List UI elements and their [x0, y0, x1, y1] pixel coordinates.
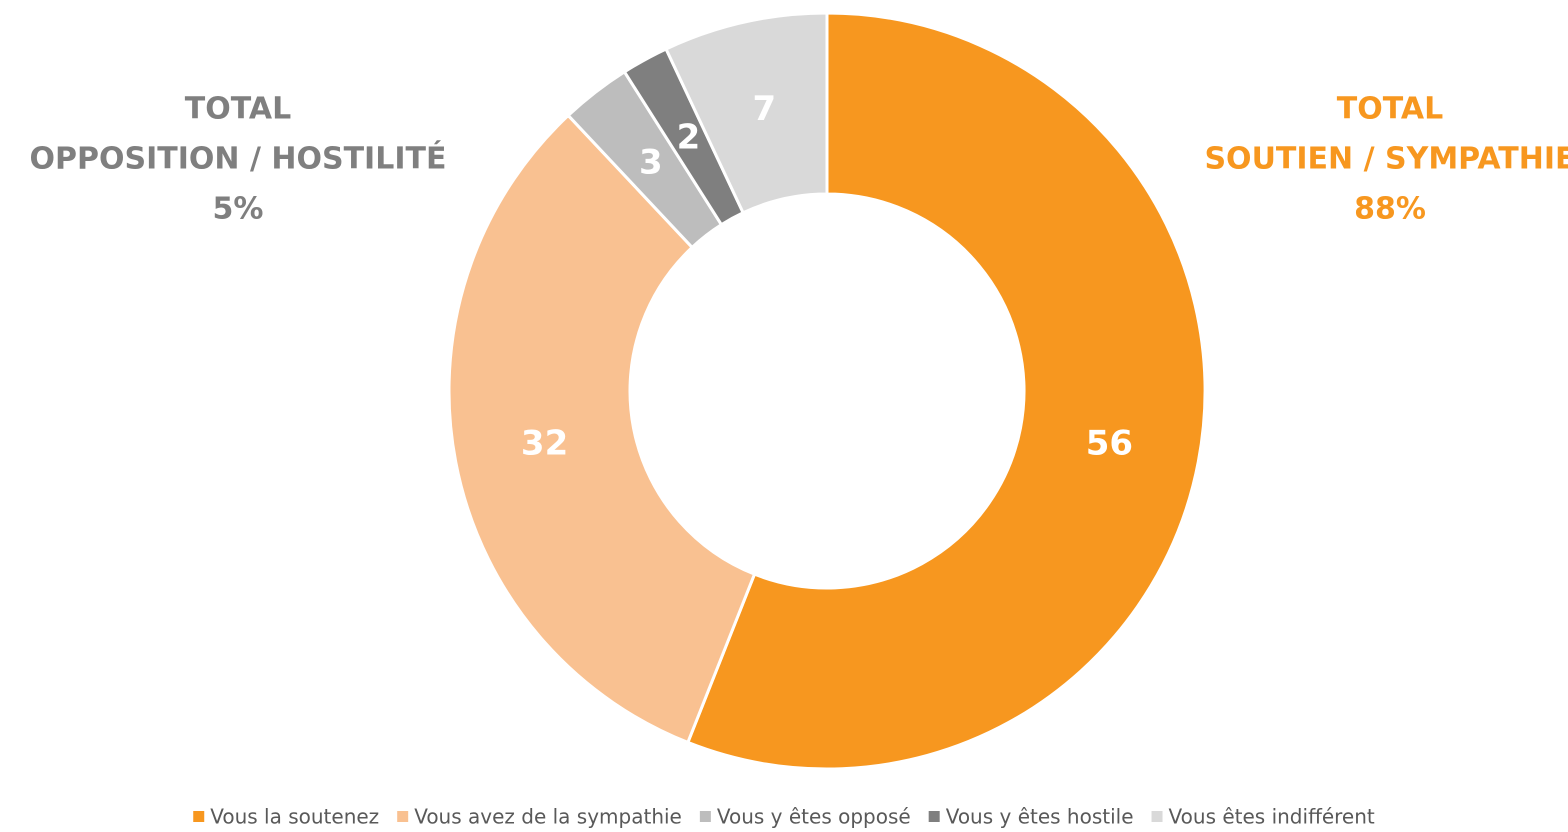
- legend-label: Vous avez de la sympathie: [414, 805, 682, 829]
- annotation: 88%: [1354, 192, 1426, 227]
- data-label: 2: [677, 118, 701, 158]
- legend-swatch: [928, 811, 940, 822]
- data-label: 7: [752, 89, 776, 129]
- annotation: 5%: [213, 192, 264, 227]
- slice: [447, 113, 757, 745]
- annotation: TOTAL: [185, 92, 291, 127]
- data-label: 3: [639, 142, 663, 182]
- annotation: OPPOSITION / HOSTILITÉ: [30, 141, 447, 177]
- slice: [685, 11, 1207, 771]
- legend-swatch: [193, 811, 205, 822]
- annotation: TOTAL: [1337, 92, 1443, 127]
- legend-swatch: [397, 811, 409, 822]
- slice: [664, 11, 829, 215]
- legend-label: Vous y êtes opposé: [717, 805, 911, 829]
- data-label: 32: [521, 423, 568, 463]
- annotation: SOUTIEN / SYMPATHIE: [1204, 142, 1568, 177]
- legend-label: Vous êtes indifférent: [1169, 805, 1375, 829]
- legend-swatch: [699, 811, 711, 822]
- legend-label: Vous y êtes hostile: [946, 805, 1134, 829]
- legend-swatch: [1151, 811, 1163, 822]
- legend-label: Vous la soutenez: [210, 805, 379, 829]
- data-label: 56: [1086, 423, 1133, 463]
